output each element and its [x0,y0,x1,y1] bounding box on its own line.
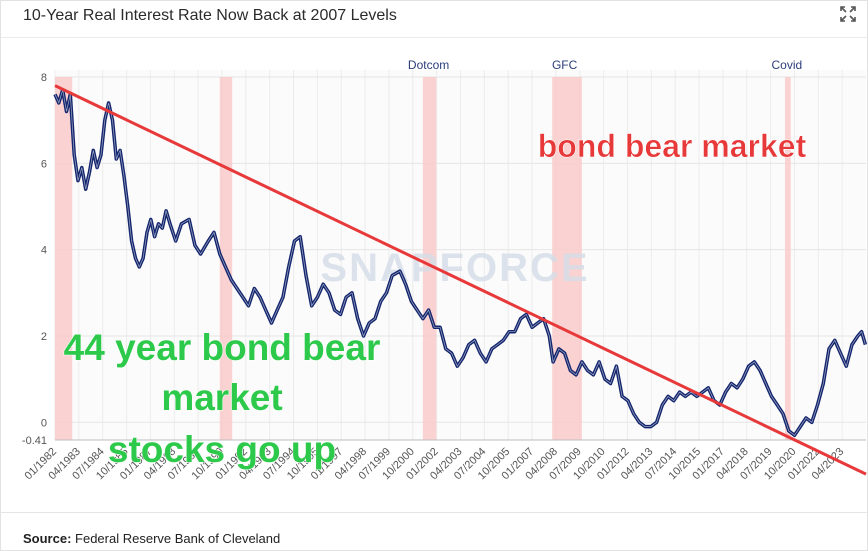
recession-label: Covid [772,58,803,72]
watermark-text: SNAPFORCE [320,246,589,290]
y-tick-label: -0.41 [22,435,47,447]
recession-band [422,77,437,440]
series-line-highlight [54,89,866,436]
y-tick-label: 8 [41,72,47,84]
y-tick-label: 0 [41,417,47,429]
recession-label: Dotcom [408,58,449,72]
y-tick-label: 2 [41,331,47,343]
annotation-44-year: 44 year bond bear [64,327,381,368]
y-tick-label: 4 [41,245,47,257]
chart-title: 10-Year Real Interest Rate Now Back at 2… [23,7,397,24]
trend-line [54,84,867,476]
source-note: Source: Federal Reserve Bank of Clevelan… [23,531,280,546]
annotation-bond-bear: bond bear market [538,128,807,164]
recession-band [784,77,791,440]
source-label: Source: [23,531,72,546]
expand-arrows-icon[interactable] [839,5,857,23]
recession-label: GFC [552,58,578,72]
recession-band [55,77,73,440]
source-text: Federal Reserve Bank of Cleveland [75,531,281,546]
recession-band [552,77,582,440]
annotation-market: market [161,377,282,418]
footer-divider [1,512,867,513]
annotation-stocks: stocks go up [108,429,336,470]
y-tick-label: 6 [41,158,47,170]
header-divider [1,37,867,38]
